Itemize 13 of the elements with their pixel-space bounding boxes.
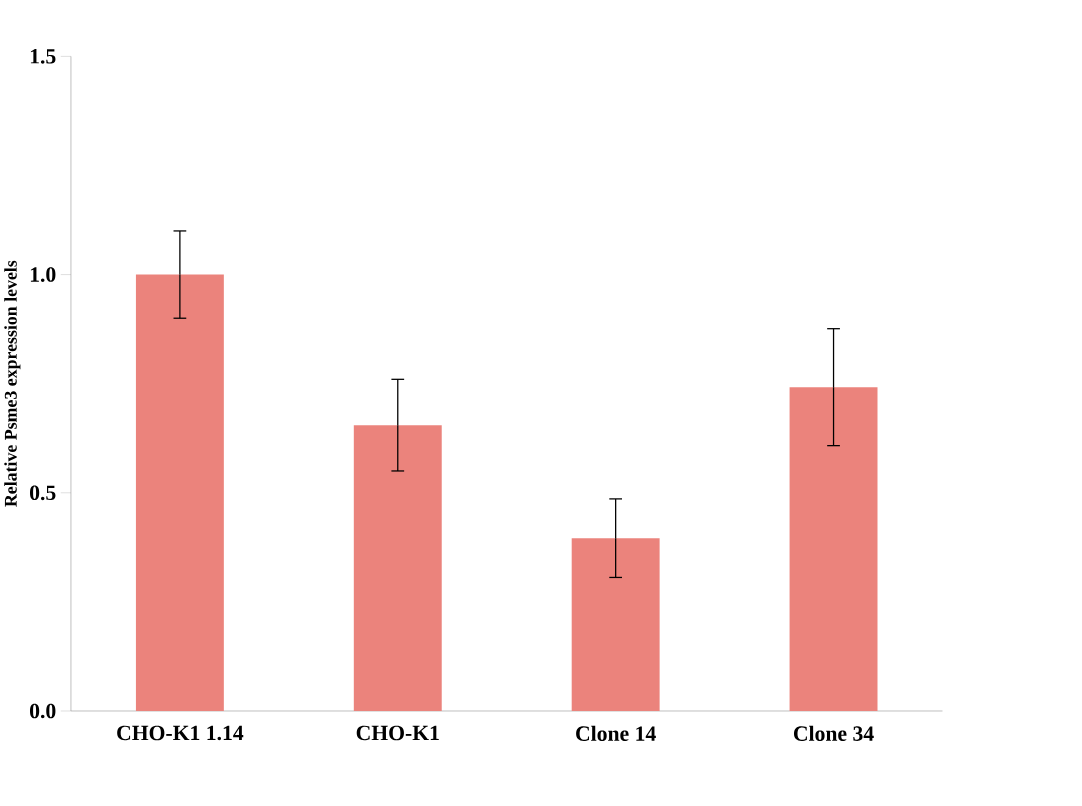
bar	[571, 538, 660, 712]
x-tick-label: CHO-K1 1.14	[117, 725, 244, 741]
y-tick-label: 0.0	[30, 703, 56, 719]
bar	[135, 274, 224, 712]
bar	[353, 425, 442, 712]
x-tick-label: Clone 34	[793, 725, 874, 742]
y-tick-label: 1.0	[30, 267, 56, 283]
y-tick-label: 0.5	[30, 485, 56, 501]
x-tick-label: Clone 14	[576, 725, 656, 742]
y-tick-label: 1.5	[30, 49, 56, 64]
x-tick-label: CHO-K1	[356, 725, 439, 741]
y-axis-title: Relative Psme3 expression levels	[4, 260, 21, 508]
bar	[789, 387, 878, 712]
